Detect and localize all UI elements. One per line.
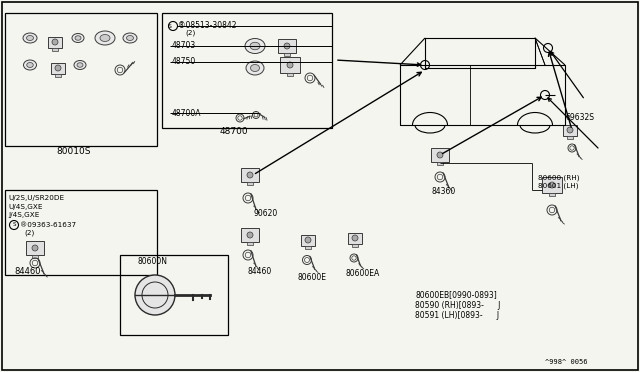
- Bar: [32, 255, 38, 258]
- Text: S: S: [12, 222, 16, 228]
- Circle shape: [55, 65, 61, 71]
- Circle shape: [32, 245, 38, 251]
- Text: U/4S,GXE: U/4S,GXE: [8, 204, 42, 210]
- Bar: [431, 148, 449, 162]
- Bar: [563, 125, 577, 135]
- Text: S: S: [168, 23, 172, 29]
- Text: 90620: 90620: [253, 208, 277, 218]
- Text: 80600E: 80600E: [298, 273, 327, 282]
- Bar: [5, 190, 157, 275]
- Ellipse shape: [250, 42, 260, 50]
- Bar: [301, 234, 315, 246]
- Circle shape: [305, 237, 311, 243]
- Circle shape: [247, 172, 253, 178]
- Bar: [287, 73, 293, 76]
- Bar: [280, 57, 300, 73]
- Ellipse shape: [24, 60, 36, 70]
- Ellipse shape: [72, 33, 84, 42]
- Bar: [51, 62, 65, 74]
- Bar: [284, 53, 290, 56]
- Bar: [348, 232, 362, 244]
- Ellipse shape: [26, 35, 33, 41]
- Bar: [549, 193, 555, 196]
- Ellipse shape: [127, 35, 134, 41]
- Circle shape: [352, 235, 358, 241]
- Bar: [247, 182, 253, 185]
- Bar: [542, 177, 562, 193]
- Ellipse shape: [75, 36, 81, 40]
- Bar: [55, 74, 61, 77]
- Bar: [48, 36, 62, 48]
- Circle shape: [287, 62, 293, 68]
- Ellipse shape: [74, 61, 86, 70]
- Text: 80600EB[0990-0893]: 80600EB[0990-0893]: [415, 291, 497, 299]
- Text: 80591 (LH)[0893-      J: 80591 (LH)[0893- J: [415, 311, 499, 320]
- Text: 84460: 84460: [14, 267, 40, 276]
- Text: (2): (2): [185, 30, 195, 36]
- Bar: [26, 241, 44, 255]
- Text: ®08513-30842: ®08513-30842: [178, 22, 237, 31]
- Circle shape: [247, 232, 253, 238]
- Ellipse shape: [246, 61, 264, 75]
- Text: ®09363-61637: ®09363-61637: [20, 222, 76, 228]
- Ellipse shape: [95, 31, 115, 45]
- Ellipse shape: [27, 62, 33, 67]
- Bar: [305, 246, 311, 248]
- Circle shape: [52, 39, 58, 45]
- Text: 84460: 84460: [247, 267, 271, 276]
- Bar: [241, 168, 259, 182]
- Text: 80601 (LH): 80601 (LH): [538, 183, 579, 189]
- Bar: [437, 162, 443, 165]
- Bar: [278, 39, 296, 53]
- Text: U/2S,U/SR20DE: U/2S,U/SR20DE: [8, 195, 64, 201]
- Text: 48700: 48700: [220, 128, 248, 137]
- Bar: [162, 13, 332, 128]
- Text: (2): (2): [24, 230, 35, 236]
- Ellipse shape: [245, 38, 265, 54]
- Text: 48703: 48703: [172, 42, 196, 51]
- Bar: [247, 242, 253, 245]
- Bar: [52, 48, 58, 51]
- Text: 84360: 84360: [432, 187, 456, 196]
- Ellipse shape: [250, 64, 259, 71]
- Text: 80590 (RH)[0893-      J: 80590 (RH)[0893- J: [415, 301, 500, 310]
- Text: 80600EA: 80600EA: [345, 269, 380, 279]
- Bar: [5, 13, 157, 146]
- Bar: [352, 244, 358, 247]
- Text: J/4S,GXE: J/4S,GXE: [8, 212, 40, 218]
- Text: 69632S: 69632S: [565, 113, 594, 122]
- Bar: [120, 255, 228, 335]
- Ellipse shape: [23, 33, 37, 43]
- Circle shape: [567, 127, 573, 133]
- Text: 80010S: 80010S: [56, 148, 90, 157]
- Text: 48750: 48750: [172, 58, 196, 67]
- Circle shape: [549, 182, 555, 188]
- Ellipse shape: [100, 35, 110, 42]
- Bar: [567, 135, 573, 138]
- Bar: [241, 228, 259, 242]
- Circle shape: [437, 152, 443, 158]
- Ellipse shape: [123, 33, 137, 43]
- Text: 48700A: 48700A: [172, 109, 202, 118]
- Text: ^998^ 0056: ^998^ 0056: [545, 359, 588, 365]
- Text: 80600 (RH): 80600 (RH): [538, 175, 579, 181]
- Circle shape: [284, 43, 290, 49]
- Text: 80600N: 80600N: [137, 257, 167, 266]
- Ellipse shape: [77, 63, 83, 67]
- Circle shape: [135, 275, 175, 315]
